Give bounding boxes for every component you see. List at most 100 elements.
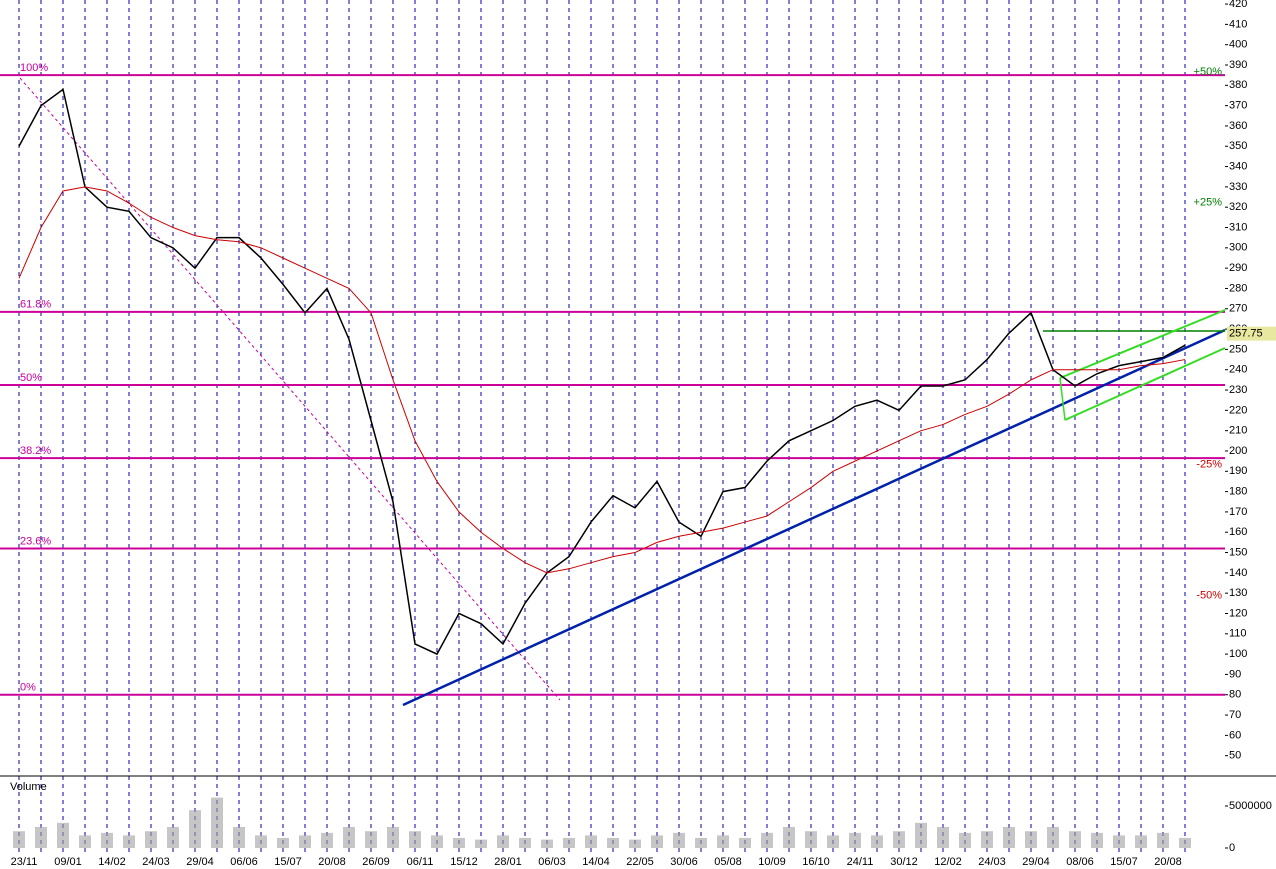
- volume-bar: [981, 831, 993, 848]
- volume-bar: [1069, 831, 1081, 848]
- volume-bar: [299, 835, 311, 848]
- last-price-box: [1227, 326, 1276, 341]
- y-tick-label: 320: [1229, 201, 1247, 213]
- x-tick-label: 20/08: [318, 856, 346, 868]
- volume-bar: [409, 831, 421, 848]
- x-tick-label: 15/07: [274, 856, 302, 868]
- y-tick-label: 90: [1229, 668, 1241, 680]
- volume-bar: [101, 832, 113, 848]
- moving-average: [18, 186, 1186, 574]
- y-tick-label: 210: [1229, 425, 1247, 437]
- y-tick-label: 360: [1229, 120, 1247, 132]
- trend-line: [402, 328, 1226, 707]
- x-tick-label: 26/09: [362, 856, 390, 868]
- volume-bar: [607, 837, 619, 848]
- volume-bar: [189, 810, 201, 848]
- volume-bar: [387, 827, 399, 848]
- x-tick-label: 16/10: [802, 856, 830, 868]
- volume-bar: [123, 835, 135, 848]
- y-tick-label: 150: [1229, 546, 1247, 558]
- y-tick-label: 410: [1229, 18, 1247, 30]
- channel-edge: [1059, 377, 1066, 421]
- volume-bar: [1025, 831, 1037, 848]
- volume-bar: [79, 835, 91, 848]
- y-tick-label: 70: [1229, 709, 1241, 721]
- y-tick-label: 380: [1229, 79, 1247, 91]
- x-tick-label: 10/09: [758, 856, 786, 868]
- volume-bar: [321, 832, 333, 848]
- y-tick-label: 220: [1229, 404, 1247, 416]
- y-tick-label: 100: [1229, 648, 1247, 660]
- volume-tick-label: 5000000: [1229, 800, 1272, 812]
- volume-bar: [563, 837, 575, 848]
- x-tick-label: 24/11: [847, 856, 874, 868]
- volume-bar: [651, 835, 663, 848]
- channel-lower: [1064, 347, 1226, 421]
- y-tick-label: 310: [1229, 221, 1247, 233]
- pct-annotation: -50%: [1196, 589, 1222, 601]
- x-tick-label: 28/01: [494, 856, 522, 868]
- volume-bar: [761, 832, 773, 848]
- volume-bar: [497, 835, 509, 848]
- volume-bar: [959, 832, 971, 848]
- y-tick-label: 400: [1229, 39, 1247, 51]
- volume-bar: [673, 832, 685, 848]
- y-tick-label: 130: [1229, 587, 1247, 599]
- volume-bar: [365, 831, 377, 848]
- volume-bar: [915, 822, 927, 848]
- volume-bar: [629, 839, 641, 848]
- price-line: [18, 88, 1186, 656]
- volume-tick-label: 0: [1229, 842, 1235, 854]
- y-tick-label: 290: [1229, 262, 1247, 274]
- volume-bar: [783, 827, 795, 848]
- y-tick-label: 350: [1229, 140, 1247, 152]
- y-tick-label: 300: [1229, 242, 1247, 254]
- y-tick-label: 420: [1229, 0, 1247, 10]
- diagonal-guide: [19, 77, 561, 701]
- last-price-label: 257.75: [1229, 328, 1263, 340]
- volume-bar: [871, 835, 883, 848]
- volume-bar: [1003, 827, 1015, 848]
- y-tick-label: 270: [1229, 303, 1247, 315]
- volume-title: Volume: [10, 781, 47, 793]
- y-tick-label: 80: [1229, 689, 1241, 701]
- x-tick-label: 20/08: [1154, 856, 1182, 868]
- y-tick-label: 60: [1229, 729, 1241, 741]
- volume-bar: [431, 835, 443, 848]
- y-tick-label: 50: [1229, 750, 1241, 762]
- fib-label: 0%: [20, 682, 36, 694]
- x-tick-label: 23/11: [11, 856, 38, 868]
- volume-bar: [1157, 832, 1169, 848]
- volume-bar: [167, 827, 179, 848]
- y-tick-label: 160: [1229, 526, 1247, 538]
- volume-bar: [343, 827, 355, 848]
- y-tick-label: 230: [1229, 384, 1247, 396]
- pct-annotation: +25%: [1194, 197, 1223, 209]
- volume-bar: [1047, 827, 1059, 848]
- x-tick-label: 08/06: [1066, 856, 1094, 868]
- x-tick-label: 29/04: [1022, 856, 1050, 868]
- fib-label: 50%: [20, 372, 42, 384]
- x-tick-label: 22/05: [626, 856, 654, 868]
- pct-annotation: +50%: [1194, 66, 1223, 78]
- y-tick-label: 390: [1229, 59, 1247, 71]
- y-tick-label: 340: [1229, 160, 1247, 172]
- volume-bar: [717, 835, 729, 848]
- y-tick-label: 280: [1229, 282, 1247, 294]
- volume-bar: [233, 827, 245, 848]
- fib-label: 61.8%: [20, 299, 51, 311]
- volume-bar: [1091, 832, 1103, 848]
- grid-layer: [0, 0, 1225, 855]
- volume-bar: [805, 831, 817, 848]
- volume-bar: [695, 837, 707, 848]
- volume-bar: [145, 831, 157, 848]
- fib-label: 23.6%: [20, 535, 51, 547]
- x-tick-label: 24/03: [978, 856, 1006, 868]
- x-tick-label: 29/04: [186, 856, 214, 868]
- x-tick-label: 30/06: [670, 856, 698, 868]
- volume-bar: [937, 827, 949, 848]
- y-tick-label: 250: [1229, 343, 1247, 355]
- volume-bar: [211, 797, 223, 848]
